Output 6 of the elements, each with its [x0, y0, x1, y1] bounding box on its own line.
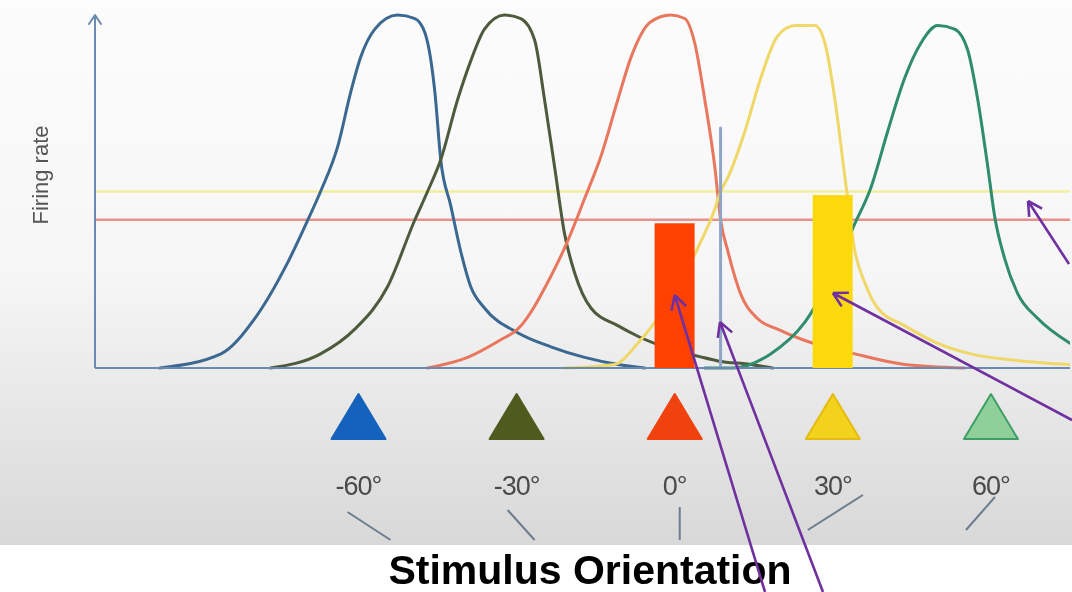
x-tick-label: 30°	[813, 471, 852, 501]
x-tick-label: 0°	[662, 471, 687, 501]
x-tick-label: -60°	[335, 471, 382, 501]
y-axis-title: Firing rate	[27, 125, 53, 225]
x-tick-label: -30°	[493, 471, 540, 501]
x-tick-label: 60°	[972, 471, 1011, 501]
